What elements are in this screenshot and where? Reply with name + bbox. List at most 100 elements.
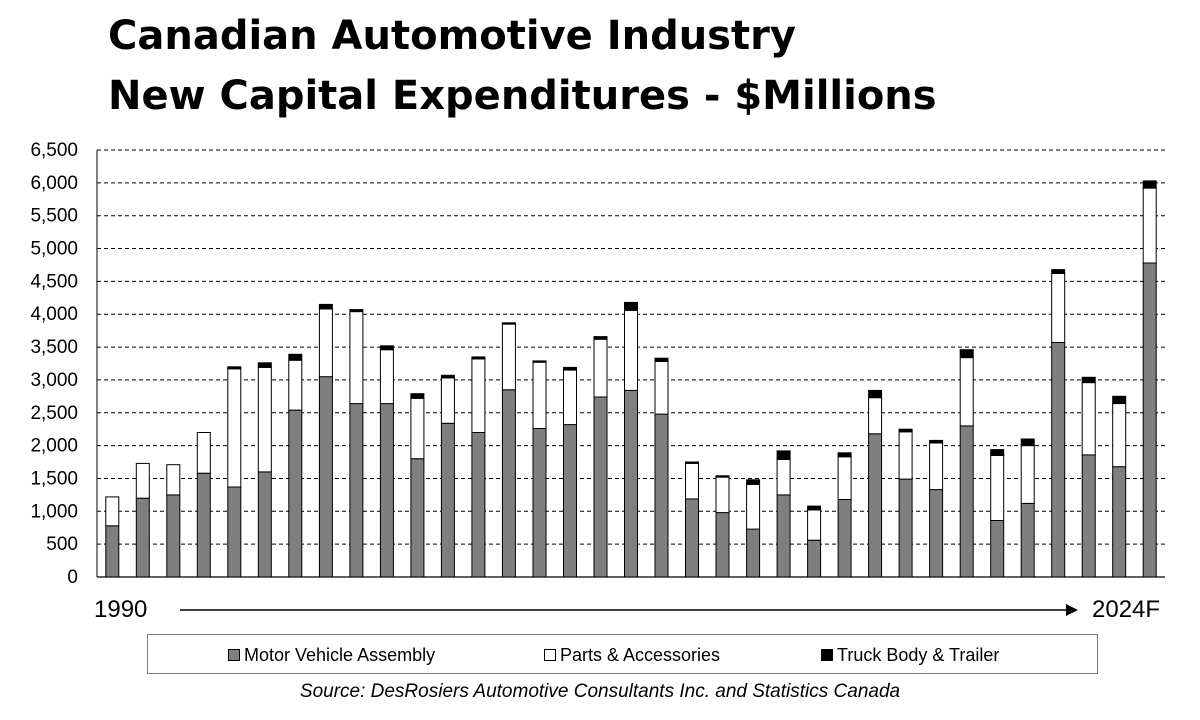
bar-segment-truck-body-trailer-1999 [379,345,394,351]
bar-segment-truck-body-trailer-2006 [593,336,608,340]
legend: Motor Vehicle Assembly Parts & Accessori… [147,634,1098,674]
bar-segment-motor-vehicle-assembly-1992 [166,494,181,578]
y-tick-label: 1,500 [30,468,78,489]
bar-segment-motor-vehicle-assembly-2011 [746,528,761,578]
legend-label: Parts & Accessories [560,645,721,665]
bar-segment-parts-accessories-1995 [257,366,272,473]
y-axis: 0 500 1,000 1,500 2,000 2,500 3,000 3,500 4,000 4… [30,140,1165,588]
bar-segment-truck-body-trailer-2003 [501,322,516,325]
bar-segment-truck-body-trailer-2013 [807,505,822,511]
y-tick-label: 5,500 [30,206,78,227]
bar-segment-motor-vehicle-assembly-2006 [593,396,608,578]
bar-segment-parts-accessories-2008 [654,361,669,415]
y-tick-label: 4,500 [30,271,78,292]
bar-segment-motor-vehicle-assembly-2024F [1142,262,1157,578]
bar-segment-truck-body-trailer-2019 [990,449,1005,457]
bar-segment-parts-accessories-2014 [837,456,852,500]
legend-swatch [821,648,833,661]
bar-segment-motor-vehicle-assembly-1998 [349,403,364,578]
bar-segment-motor-vehicle-assembly-1990 [105,525,120,578]
bar-segment-parts-accessories-2013 [807,509,822,541]
bar-segment-parts-accessories-2009 [685,462,699,500]
bar-segment-parts-accessories-1993 [196,432,211,474]
legend-swatch [228,648,240,661]
bar-segment-parts-accessories-2018 [959,357,974,427]
bar-segment-motor-vehicle-assembly-2013 [807,539,822,578]
bar-segment-truck-body-trailer-2017 [929,439,944,444]
bar-segment-parts-accessories-2004 [532,361,547,430]
bar-segment-truck-body-trailer-1997 [318,303,333,310]
bar-segment-motor-vehicle-assembly-2019 [990,520,1005,578]
bar-segment-parts-accessories-2024F [1142,187,1157,264]
legend-item-truck-body-trailer: Truck Body & Trailer [821,645,999,666]
bar-segment-motor-vehicle-assembly-2010 [715,512,730,578]
bar-segment-parts-accessories-1990 [105,496,120,527]
bar-segment-truck-body-trailer-2004 [532,360,547,363]
bar-segment-motor-vehicle-assembly-2005 [563,424,577,578]
bar-segment-truck-body-trailer-2008 [654,357,669,363]
bar-segment-parts-accessories-1992 [166,464,181,496]
bar-segment-motor-vehicle-assembly-1994 [227,486,242,578]
bar-segment-motor-vehicle-assembly-1993 [196,472,211,578]
legend-item-parts-accessories: Parts & Accessories [544,645,720,666]
bar-segment-truck-body-trailer-2010 [715,475,730,478]
x-range-start-label: 1990 [94,596,148,623]
bar-segment-motor-vehicle-assembly-2004 [532,428,547,578]
chart-title: Canadian Automotive Industry [108,13,796,59]
bar-segment-truck-body-trailer-1994 [227,366,242,370]
bar-segment-truck-body-trailer-2018 [959,349,974,359]
y-tick-label: 4,000 [30,304,78,325]
bar-segment-truck-body-trailer-2012 [776,450,791,460]
bar-segment-truck-body-trailer-1998 [349,309,364,313]
bar-segment-truck-body-trailer-2001 [440,374,455,379]
bar-segment-parts-accessories-2016 [898,431,913,480]
y-tick-label: 500 [46,534,78,555]
bar-segment-parts-accessories-2019 [990,455,1005,521]
bar-segment-motor-vehicle-assembly-1997 [318,376,333,578]
y-tick-label: 0 [67,567,78,588]
bar-segment-truck-body-trailer-2020 [1020,438,1035,447]
legend-item-motor-vehicle-assembly: Motor Vehicle Assembly [228,645,435,666]
bar-segment-motor-vehicle-assembly-2015 [868,433,883,578]
bar-segment-parts-accessories-1991 [135,462,150,499]
bar-segment-parts-accessories-1997 [318,308,333,378]
bar-segment-truck-body-trailer-2016 [898,428,913,433]
bar-segment-truck-body-trailer-2015 [868,389,883,399]
bar-segment-truck-body-trailer-2024F [1142,180,1157,189]
time-range-arrow [180,604,1078,616]
bar-segment-motor-vehicle-assembly-2017 [929,489,944,578]
bar-segment-motor-vehicle-assembly-2009 [685,498,699,578]
bar-segment-motor-vehicle-assembly-2008 [654,413,669,578]
bar-segment-parts-accessories-2023 [1112,403,1127,468]
bar-segment-parts-accessories-1994 [227,368,242,488]
bar-segment-parts-accessories-2005 [563,369,577,426]
bar-segment-parts-accessories-2006 [593,338,608,398]
bar-segment-parts-accessories-2022 [1081,382,1096,456]
bar-segment-motor-vehicle-assembly-2021 [1051,342,1066,578]
y-tick-label: 3,000 [30,370,78,391]
y-tick-label: 6,000 [30,173,78,194]
bars [105,180,1157,578]
bar-segment-truck-body-trailer-2021 [1051,269,1066,275]
bar-segment-motor-vehicle-assembly-2022 [1081,454,1096,578]
y-tick-label: 5,000 [30,239,78,260]
bar-segment-parts-accessories-2017 [929,442,944,491]
bar-segment-parts-accessories-2000 [410,397,425,460]
bar-segment-truck-body-trailer-2002 [471,356,486,360]
bar-segment-truck-body-trailer-2014 [837,452,852,458]
bar-segment-parts-accessories-2011 [746,483,761,530]
bar-segment-parts-accessories-1998 [349,311,364,405]
bar-segment-motor-vehicle-assembly-2018 [959,425,974,578]
bar-segment-parts-accessories-2010 [715,476,730,514]
legend-label: Truck Body & Trailer [837,645,1000,665]
bar-segment-truck-body-trailer-2022 [1081,376,1096,384]
bar-segment-truck-body-trailer-2000 [410,393,425,399]
legend-swatch [544,648,556,661]
bar-segment-motor-vehicle-assembly-2002 [471,432,486,578]
bar-segment-parts-accessories-2003 [501,323,516,391]
x-range-end-label: 2024F [1092,596,1161,623]
bar-segment-motor-vehicle-assembly-1996 [288,409,303,578]
bar-segment-truck-body-trailer-2005 [563,366,577,371]
y-tick-label: 6,500 [30,140,78,161]
